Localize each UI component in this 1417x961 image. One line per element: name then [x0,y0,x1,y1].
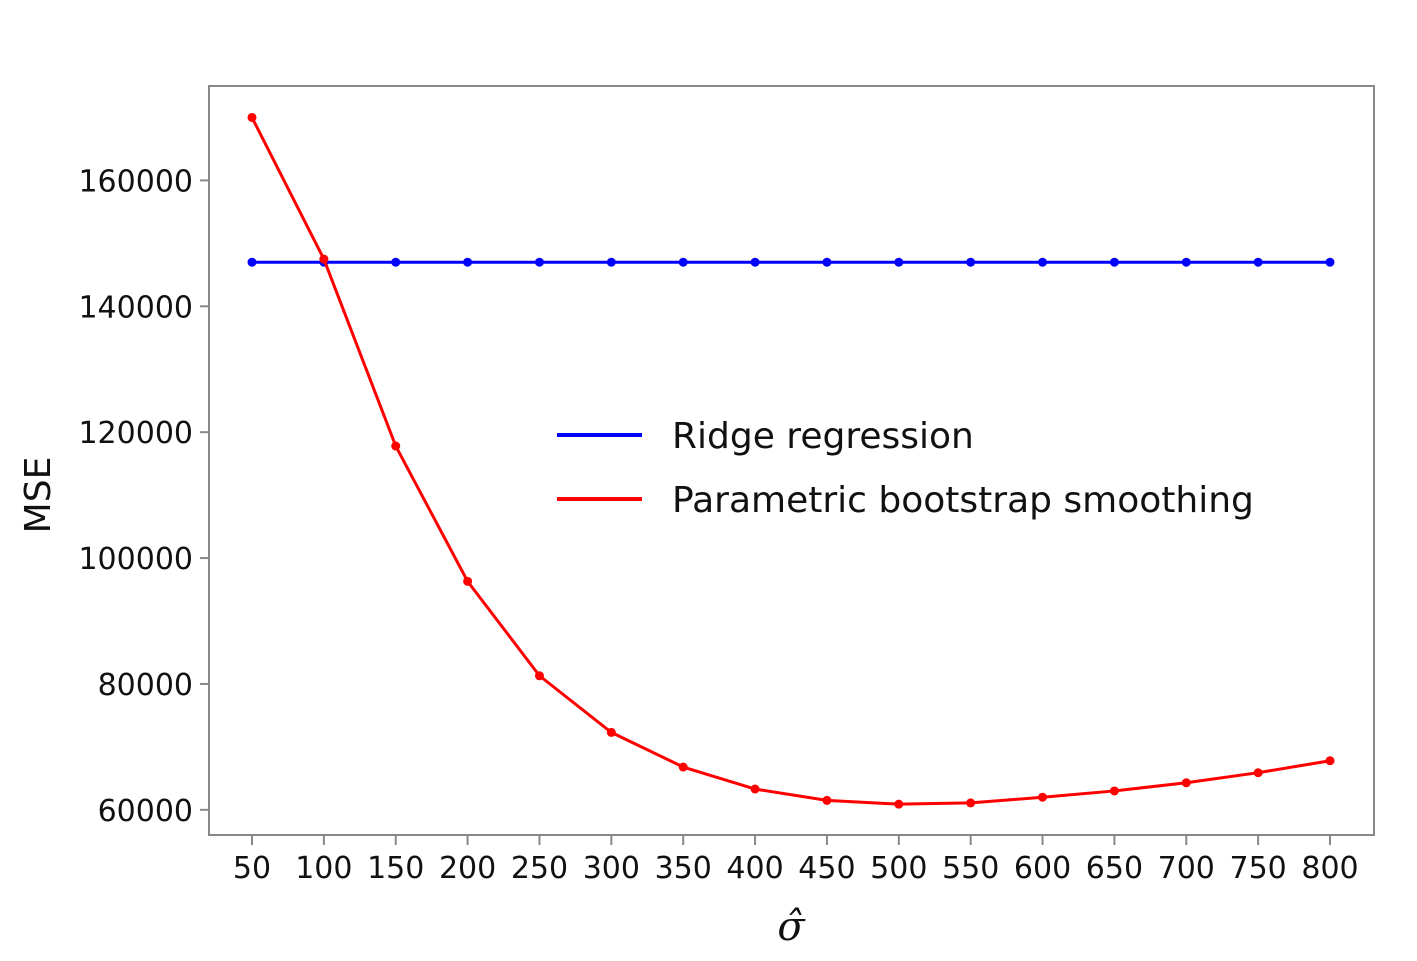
point-parametric-bootstrap-smoothing-200 [463,576,473,586]
point-parametric-bootstrap-smoothing-700 [1181,778,1191,788]
point-parametric-bootstrap-smoothing-550 [966,798,976,808]
point-ridge-regression-150 [391,257,401,267]
x-tick-label-550: 550 [942,851,999,886]
point-ridge-regression-800 [1325,257,1335,267]
y-tick-label-140000: 140000 [78,290,193,325]
x-axis-title: σ̂ [777,904,806,950]
point-parametric-bootstrap-smoothing-750 [1253,768,1263,778]
x-tick-label-50: 50 [233,851,271,886]
x-tick-label-450: 450 [798,851,855,886]
point-parametric-bootstrap-smoothing-650 [1109,786,1119,796]
x-tick-label-700: 700 [1158,851,1215,886]
y-tick-label-80000: 80000 [98,668,193,703]
point-parametric-bootstrap-smoothing-250 [534,671,544,681]
legend: Ridge regression Parametric bootstrap sm… [557,416,1254,521]
x-tick-label-500: 500 [870,851,927,886]
point-ridge-regression-300 [606,257,616,267]
x-tick-label-350: 350 [655,851,712,886]
series-line-parametric-bootstrap-smoothing [250,116,1331,806]
point-parametric-bootstrap-smoothing-50 [247,112,257,122]
point-ridge-regression-50 [247,257,257,267]
point-ridge-regression-450 [822,257,832,267]
x-tick-label-400: 400 [726,851,783,886]
point-parametric-bootstrap-smoothing-600 [1038,792,1048,802]
point-ridge-regression-200 [463,257,473,267]
point-ridge-regression-750 [1253,257,1263,267]
y-tick-label-160000: 160000 [78,164,193,199]
point-parametric-bootstrap-smoothing-300 [606,727,616,737]
x-tick-label-200: 200 [439,851,496,886]
x-tick-label-250: 250 [511,851,568,886]
point-parametric-bootstrap-smoothing-800 [1325,756,1335,766]
series-layer [247,112,1335,809]
point-parametric-bootstrap-smoothing-100 [319,254,329,264]
point-parametric-bootstrap-smoothing-450 [822,795,832,805]
point-ridge-regression-250 [534,257,544,267]
point-parametric-bootstrap-smoothing-400 [750,784,760,794]
y-axis-title: MSE [18,457,59,534]
x-tick-label-600: 600 [1014,851,1071,886]
point-ridge-regression-350 [678,257,688,267]
point-ridge-regression-400 [750,257,760,267]
x-tick-label-100: 100 [295,851,352,886]
point-ridge-regression-600 [1038,257,1048,267]
y-tick-label-60000: 60000 [98,794,193,829]
plot-frame [208,85,1375,836]
point-ridge-regression-700 [1181,257,1191,267]
x-axis: 50 100 150 200 250 300 350 400 450 500 550 600 650 70… [233,835,1359,886]
point-ridge-regression-550 [966,257,976,267]
y-tick-label-100000: 100000 [78,542,193,577]
x-tick-label-150: 150 [367,851,424,886]
point-parametric-bootstrap-smoothing-350 [678,762,688,772]
x-tick-label-650: 650 [1086,851,1143,886]
legend-label-parametric-bootstrap: Parametric bootstrap smoothing [672,480,1254,521]
x-tick-label-800: 800 [1301,851,1358,886]
x-tick-label-750: 750 [1230,851,1287,886]
point-ridge-regression-500 [894,257,904,267]
point-ridge-regression-650 [1109,257,1119,267]
y-tick-label-120000: 120000 [78,416,193,451]
legend-label-ridge-regression: Ridge regression [672,416,974,457]
point-parametric-bootstrap-smoothing-500 [894,799,904,809]
point-parametric-bootstrap-smoothing-150 [391,441,401,451]
y-axis: 60000 80000 100000 120000 140000 160000 [78,164,209,829]
x-tick-label-300: 300 [583,851,640,886]
